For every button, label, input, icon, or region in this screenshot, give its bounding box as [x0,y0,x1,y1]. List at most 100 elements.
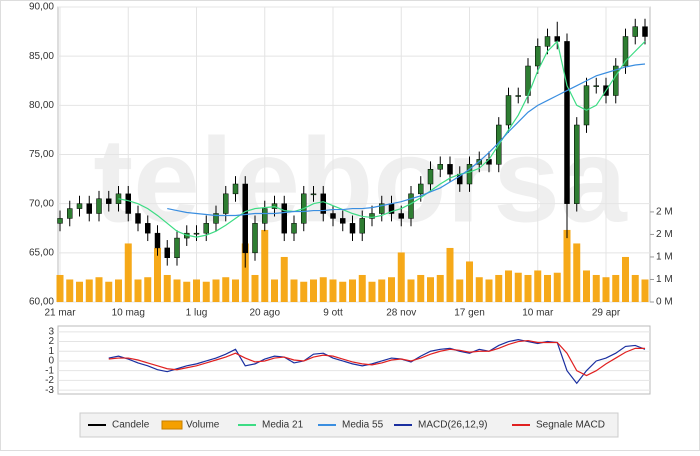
volume-bar [290,279,298,302]
volume-bar [534,270,542,302]
y2-tick-label: 1 M [656,252,673,263]
candle-body [632,26,638,37]
volume-bar [563,229,571,302]
volume-bar [261,229,269,302]
series-line [108,339,645,377]
volume-bar [300,281,308,302]
candle-body [437,164,443,170]
legend-label: Media 55 [342,420,384,431]
candle-body [466,164,473,185]
volume-bar [446,247,454,302]
candle-body [418,183,424,195]
volume-bar [319,277,327,302]
y-tick-label: 60,00 [29,297,54,308]
y-tick-label: 2 [48,336,54,347]
x-tick-label: 10 mag [112,308,145,319]
volume-bar [241,243,249,302]
volume-bar [349,279,356,302]
volume-bar [163,274,171,302]
candle-body [106,198,112,204]
volume-bar [427,277,434,302]
candle-body [340,218,346,224]
volume-bar [495,274,503,302]
y-tick-label: 0 [48,356,54,367]
y2-tick-label: 2 M [656,207,673,218]
volume-bar [134,279,142,302]
series-line [118,40,646,238]
candle-body [242,183,248,254]
volume-bar [115,279,122,302]
volume-bar [485,279,493,302]
legend-label: Volume [186,420,220,431]
series-line [167,63,646,217]
candle-body [574,124,580,204]
volume-bar [95,277,103,302]
volume-bar [144,277,152,302]
y-tick-label: 90,00 [29,2,54,13]
candle-body [564,41,570,204]
volume-bar [124,243,132,302]
volume-bar [622,256,629,302]
x-tick-label: 1 lug [186,308,208,319]
volume-bar [456,279,464,302]
candle-body [642,26,648,37]
y-tick-label: 1 [48,346,54,357]
candle-body [379,203,385,214]
legend-label: Candele [112,420,150,431]
candle-body [505,95,512,126]
volume-bar [56,274,64,302]
candle-body [223,193,229,214]
candle-body [262,208,268,224]
candle-body [613,65,619,96]
candle-body [622,36,629,67]
candle-body [281,203,287,234]
candle-body [203,223,209,234]
y2-tick-label: 2 M [656,229,673,240]
candle-body [369,213,375,219]
candle-body [135,213,141,224]
candle-body [310,193,317,196]
candle-body [583,85,590,126]
volume-bar [553,272,561,302]
volume-bar [397,252,405,302]
candle-body [593,85,599,87]
y-tick-label: 3 [48,326,54,337]
candle-body [86,203,92,214]
volume-bar [339,281,347,302]
candle-body [232,183,239,195]
macd-plot-frame [57,325,651,395]
candle-body [193,232,200,235]
candle-body [447,164,453,175]
volume-bar [573,243,581,302]
volume-bar [417,274,425,302]
candle-body [164,247,170,259]
volume-bar [388,277,395,302]
y2-tick-label: 0 M [656,297,673,308]
candle-body [96,198,102,214]
volume-bar [378,279,386,302]
candle-body [359,218,365,234]
candle-body [427,169,434,185]
volume-bar [407,279,415,302]
volume-bar [466,261,473,302]
candle-body [213,213,219,224]
volume-bar [631,274,639,302]
volume-bar [358,274,366,302]
candle-body [320,193,326,214]
candle-body [125,193,131,214]
y-tick-label: -2 [45,375,54,386]
volume-bar [183,281,191,302]
volume-bar [524,274,532,302]
volume-bar [602,277,610,302]
candle-body [291,223,297,234]
volume-bar [592,274,600,302]
candle-body [515,95,521,97]
volume-bar [232,279,239,302]
volume-bar [475,277,483,302]
volume-bar [105,281,113,302]
volume-bar [76,281,83,302]
y-tick-label: 65,00 [29,247,54,258]
x-tick-label: 10 mar [522,308,554,319]
candle-body [57,218,63,224]
